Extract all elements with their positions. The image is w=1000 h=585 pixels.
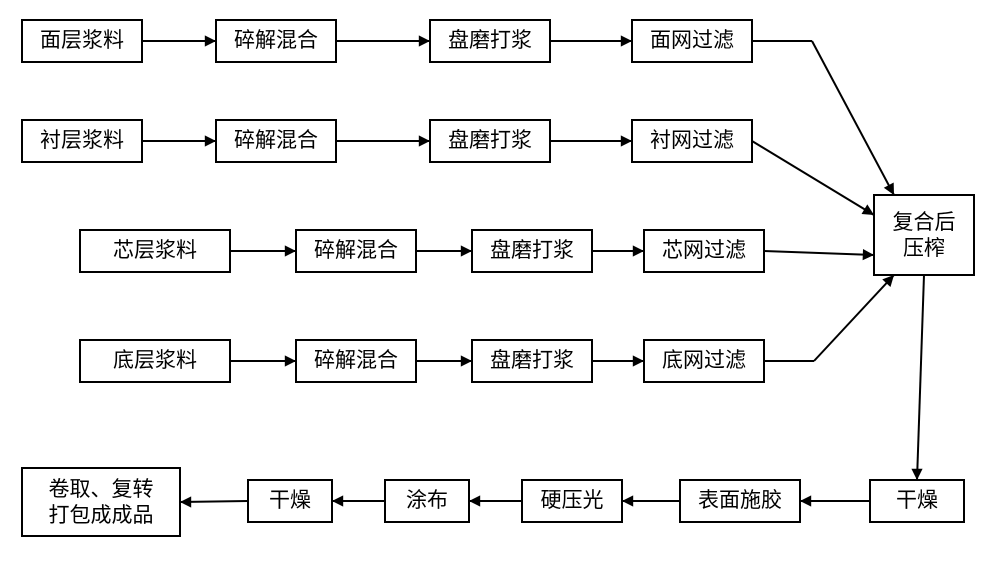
svg-text:盘磨打浆: 盘磨打浆: [448, 128, 532, 152]
svg-text:干燥: 干燥: [896, 488, 938, 512]
node-n3: 盘磨打浆: [430, 20, 550, 62]
svg-text:表面施胶: 表面施胶: [698, 488, 782, 512]
svg-text:硬压光: 硬压光: [541, 488, 604, 512]
svg-text:芯层浆料: 芯层浆料: [113, 238, 197, 262]
node-n8: 衬网过滤: [632, 120, 752, 162]
svg-text:打包成成品: 打包成成品: [49, 503, 154, 527]
node-n4: 面网过滤: [632, 20, 752, 62]
node-n14: 碎解混合: [296, 340, 416, 382]
node-n17: 复合后压榨: [874, 195, 974, 275]
svg-text:衬网过滤: 衬网过滤: [650, 128, 734, 152]
svg-text:涂布: 涂布: [406, 488, 448, 512]
svg-text:面层浆料: 面层浆料: [40, 28, 124, 52]
svg-text:碎解混合: 碎解混合: [234, 128, 318, 152]
node-n9: 芯层浆料: [80, 230, 230, 272]
svg-text:盘磨打浆: 盘磨打浆: [448, 28, 532, 52]
node-n10: 碎解混合: [296, 230, 416, 272]
node-n15: 盘磨打浆: [472, 340, 592, 382]
svg-text:压榨: 压榨: [903, 236, 945, 260]
svg-text:芯网过滤: 芯网过滤: [662, 238, 746, 262]
node-n12: 芯网过滤: [644, 230, 764, 272]
svg-text:复合后: 复合后: [893, 210, 956, 234]
node-n11: 盘磨打浆: [472, 230, 592, 272]
svg-text:衬层浆料: 衬层浆料: [40, 128, 124, 152]
svg-text:面网过滤: 面网过滤: [650, 28, 734, 52]
node-n20: 硬压光: [522, 480, 622, 522]
node-n6: 碎解混合: [216, 120, 336, 162]
svg-text:碎解混合: 碎解混合: [314, 348, 398, 372]
svg-text:底层浆料: 底层浆料: [113, 348, 197, 372]
node-n16: 底网过滤: [644, 340, 764, 382]
node-n2: 碎解混合: [216, 20, 336, 62]
svg-text:盘磨打浆: 盘磨打浆: [490, 348, 574, 372]
node-n7: 盘磨打浆: [430, 120, 550, 162]
node-n21: 涂布: [385, 480, 469, 522]
node-n1: 面层浆料: [22, 20, 142, 62]
svg-text:干燥: 干燥: [269, 488, 311, 512]
svg-text:底网过滤: 底网过滤: [662, 348, 746, 372]
node-n22: 干燥: [248, 480, 332, 522]
flowchart-diagram: 面层浆料碎解混合盘磨打浆面网过滤衬层浆料碎解混合盘磨打浆衬网过滤芯层浆料碎解混合…: [0, 0, 1000, 585]
svg-text:碎解混合: 碎解混合: [234, 28, 318, 52]
node-n13: 底层浆料: [80, 340, 230, 382]
svg-text:卷取、复转: 卷取、复转: [49, 477, 154, 501]
node-n5: 衬层浆料: [22, 120, 142, 162]
node-n23: 卷取、复转打包成成品: [22, 468, 180, 536]
node-n18: 干燥: [870, 480, 964, 522]
svg-text:盘磨打浆: 盘磨打浆: [490, 238, 574, 262]
node-n19: 表面施胶: [680, 480, 800, 522]
svg-text:碎解混合: 碎解混合: [314, 238, 398, 262]
